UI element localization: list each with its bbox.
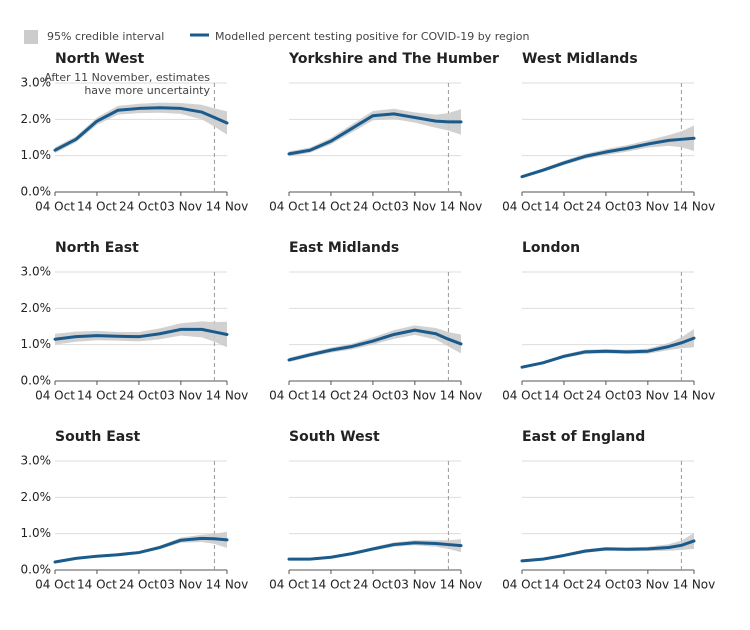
x-tick-label: 14 Oct — [311, 200, 351, 214]
x-tick-label: 14 Nov — [673, 200, 716, 214]
y-tick-label: 0.0% — [21, 185, 52, 199]
panel-title: South West — [289, 429, 380, 445]
panel-title: North East — [55, 240, 139, 256]
y-tick-label: 2.0% — [21, 301, 52, 315]
x-tick-label: 24 Oct — [353, 200, 393, 214]
credible-interval — [55, 321, 227, 348]
legend-label: 95% credible interval — [47, 30, 164, 43]
x-tick-label: 04 Oct — [269, 389, 309, 403]
estimate-line — [53, 106, 229, 152]
x-tick-label: 04 Oct — [502, 389, 542, 403]
x-tick-label: 03 Nov — [394, 200, 437, 214]
panel-title: South East — [55, 429, 141, 445]
x-tick-label: 24 Oct — [119, 200, 159, 214]
x-tick-label: 03 Nov — [160, 200, 203, 214]
x-tick-label: 14 Nov — [206, 200, 249, 214]
panel-title: London — [522, 240, 580, 256]
credible-interval — [55, 102, 227, 154]
estimate-line — [520, 539, 696, 563]
x-tick-label: 03 Nov — [160, 578, 203, 592]
panel-title: West Midlands — [522, 51, 638, 67]
x-tick-label: 03 Nov — [627, 200, 670, 214]
credible-interval — [289, 108, 461, 157]
x-tick-label: 14 Oct — [77, 578, 117, 592]
panel-title: East Midlands — [289, 240, 399, 256]
estimate-line — [520, 136, 696, 179]
estimate-line — [520, 336, 696, 369]
estimate-line — [287, 112, 463, 156]
x-tick-label: 24 Oct — [586, 389, 626, 403]
x-tick-label: 14 Nov — [673, 389, 716, 403]
x-tick-label: 14 Nov — [440, 389, 483, 403]
x-tick-label: 14 Nov — [206, 389, 249, 403]
x-tick-label: 03 Nov — [394, 578, 437, 592]
estimate-line — [53, 536, 229, 564]
x-tick-label: 14 Oct — [544, 200, 584, 214]
x-tick-label: 04 Oct — [35, 389, 75, 403]
legend-label: Modelled percent testing positive for CO… — [215, 30, 530, 43]
annotation: have more uncertainty — [84, 84, 210, 97]
estimate-line — [53, 327, 229, 341]
x-tick-label: 24 Oct — [353, 578, 393, 592]
y-tick-label: 1.0% — [21, 148, 52, 162]
x-tick-label: 14 Oct — [77, 389, 117, 403]
x-tick-label: 03 Nov — [160, 389, 203, 403]
x-tick-label: 14 Oct — [544, 578, 584, 592]
x-tick-label: 03 Nov — [394, 389, 437, 403]
y-tick-label: 0.0% — [21, 563, 52, 577]
x-tick-label: 24 Oct — [586, 200, 626, 214]
x-tick-label: 04 Oct — [35, 578, 75, 592]
x-tick-label: 14 Oct — [77, 200, 117, 214]
panel-title: East of England — [522, 429, 645, 445]
y-tick-label: 2.0% — [21, 112, 52, 126]
estimate-line — [287, 328, 463, 362]
x-tick-label: 04 Oct — [269, 200, 309, 214]
x-tick-label: 24 Oct — [586, 578, 626, 592]
y-tick-label: 3.0% — [21, 454, 52, 468]
legend-swatch — [24, 30, 38, 44]
panel-title: North West — [55, 51, 145, 67]
panel-title: Yorkshire and The Humber — [288, 51, 499, 67]
x-tick-label: 14 Oct — [311, 578, 351, 592]
y-tick-label: 0.0% — [21, 374, 52, 388]
x-tick-label: 14 Oct — [544, 389, 584, 403]
credible-interval — [289, 325, 461, 363]
x-tick-label: 14 Nov — [673, 578, 716, 592]
x-tick-label: 04 Oct — [269, 578, 309, 592]
x-tick-label: 04 Oct — [502, 578, 542, 592]
x-tick-label: 03 Nov — [627, 578, 670, 592]
x-tick-label: 14 Nov — [440, 200, 483, 214]
x-tick-label: 24 Oct — [353, 389, 393, 403]
x-tick-label: 03 Nov — [627, 389, 670, 403]
x-tick-label: 14 Oct — [311, 389, 351, 403]
y-tick-label: 1.0% — [21, 526, 52, 540]
y-tick-label: 2.0% — [21, 490, 52, 504]
y-tick-label: 3.0% — [21, 76, 52, 90]
estimate-line — [287, 541, 463, 561]
x-tick-label: 14 Nov — [206, 578, 249, 592]
x-tick-label: 24 Oct — [119, 389, 159, 403]
x-tick-label: 24 Oct — [119, 578, 159, 592]
x-tick-label: 04 Oct — [502, 200, 542, 214]
y-tick-label: 3.0% — [21, 265, 52, 279]
y-tick-label: 1.0% — [21, 337, 52, 351]
annotation: After 11 November, estimates — [44, 71, 210, 84]
x-tick-label: 04 Oct — [35, 200, 75, 214]
x-tick-label: 14 Nov — [440, 578, 483, 592]
